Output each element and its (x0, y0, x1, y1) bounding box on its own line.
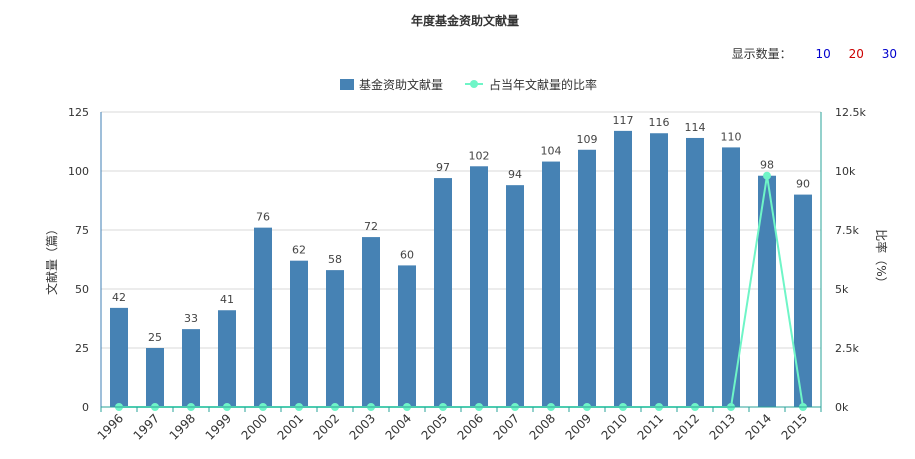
left-tick-label: 75 (75, 224, 89, 237)
x-tick-label: 2002 (311, 411, 342, 442)
axes (100, 112, 822, 412)
bar-value-label: 114 (685, 121, 706, 134)
bar[interactable] (614, 130, 632, 407)
bar-value-label: 117 (613, 114, 634, 127)
grid-lines (101, 111, 821, 349)
left-axis-title: 文献量（篇） (44, 223, 59, 295)
bar[interactable] (506, 185, 524, 407)
ratio-point[interactable] (763, 171, 771, 180)
bar[interactable] (218, 310, 236, 407)
bar[interactable] (542, 161, 560, 407)
bar[interactable] (362, 237, 380, 407)
bar[interactable] (290, 260, 308, 407)
x-tick-label: 2001 (275, 411, 306, 442)
bar-value-label: 42 (112, 291, 126, 304)
bar[interactable] (326, 270, 344, 407)
x-tick-label: 2011 (635, 411, 666, 442)
left-axis-tick-labels: 0 25 50 75 100 125 (68, 106, 89, 414)
x-tick-label: 2007 (491, 411, 522, 442)
bar[interactable] (182, 329, 200, 407)
bar-value-label: 25 (148, 331, 162, 344)
legend-line-marker (470, 80, 478, 88)
legend-bar-label[interactable]: 基金资助文献量 (359, 77, 443, 92)
x-tick-label: 2013 (707, 411, 738, 442)
bar-value-label: 98 (760, 159, 774, 172)
right-tick-label: 5k (835, 283, 849, 296)
bar-value-label: 41 (220, 293, 234, 306)
bar-value-label: 60 (400, 248, 414, 261)
bar[interactable] (470, 166, 488, 407)
bar-value-label: 110 (721, 130, 742, 143)
bar-value-label: 90 (796, 178, 810, 191)
bar-value-label: 116 (649, 116, 670, 129)
x-tick-label: 2010 (599, 411, 630, 442)
x-tick-label: 1996 (95, 411, 126, 442)
bar[interactable] (146, 348, 164, 407)
bar[interactable] (722, 147, 740, 407)
x-tick-label: 1997 (131, 411, 162, 442)
bar-value-label: 94 (508, 168, 522, 181)
x-tick-label: 2004 (383, 411, 414, 442)
x-tick-label: 2003 (347, 411, 378, 442)
bar-value-label: 72 (364, 220, 378, 233)
x-tick-label: 2009 (563, 411, 594, 442)
right-axis-tick-labels: 0k 2.5k 5k 7.5k 10k 12.5k (835, 106, 866, 414)
x-axis-tick-labels: 1996 1997 1998 1999 2000 2001 2002 2003 2004 2005… (95, 411, 810, 442)
x-tick-label: 1998 (167, 411, 198, 442)
x-tick-label: 2015 (779, 411, 810, 442)
bar-value-label: 102 (469, 149, 490, 162)
right-tick-label: 2.5k (835, 342, 859, 355)
right-tick-label: 0k (835, 401, 849, 414)
right-tick-label: 10k (835, 165, 856, 178)
x-tick-label: 2014 (743, 411, 774, 442)
x-tick-label: 1999 (203, 411, 234, 442)
bar-data-labels: 42 25 33 41 76 62 58 72 60 97 102 94 104 109 117 116 114… (112, 114, 810, 344)
bar-value-label: 109 (577, 133, 598, 146)
x-tick-label: 2005 (419, 411, 450, 442)
bar[interactable] (794, 194, 812, 407)
legend: 基金资助文献量 占当年文献量的比率 (340, 77, 597, 92)
display-count-20-option[interactable]: 20 (848, 47, 864, 61)
bar[interactable] (398, 265, 416, 407)
left-tick-label: 125 (68, 106, 89, 119)
bar[interactable] (254, 227, 272, 407)
left-tick-label: 25 (75, 342, 89, 355)
x-tick-label: 2008 (527, 411, 558, 442)
x-tick-label: 2000 (239, 411, 270, 442)
right-tick-label: 7.5k (835, 224, 859, 237)
display-count-30-option[interactable]: 30 (881, 47, 897, 61)
bar-value-label: 97 (436, 161, 450, 174)
bar-value-label: 58 (328, 253, 342, 266)
bar[interactable] (578, 149, 596, 407)
left-tick-label: 0 (82, 401, 89, 414)
bar-value-label: 104 (541, 145, 562, 158)
bar[interactable] (434, 178, 452, 407)
bar-series (110, 130, 812, 408)
bar-value-label: 76 (256, 211, 270, 224)
bar[interactable] (650, 133, 668, 408)
bar[interactable] (686, 137, 704, 407)
right-axis-title: 比率（%） (874, 229, 889, 288)
display-count-selector: 显示数量： 10 20 30 (732, 45, 897, 62)
left-tick-label: 50 (75, 283, 89, 296)
display-count-10-option[interactable]: 10 (815, 47, 831, 61)
x-tick-label: 2012 (671, 411, 702, 442)
display-count-label: 显示数量： (731, 47, 792, 61)
legend-line-label[interactable]: 占当年文献量的比率 (489, 77, 597, 92)
legend-bar-swatch[interactable] (340, 79, 354, 90)
bar-value-label: 62 (292, 244, 306, 257)
right-tick-label: 12.5k (835, 106, 866, 119)
chart-title: 年度基金资助文献量 (411, 13, 519, 28)
x-tick-label: 2006 (455, 411, 486, 442)
bar-value-label: 33 (184, 312, 198, 325)
bar[interactable] (758, 175, 776, 407)
left-tick-label: 100 (68, 165, 89, 178)
bar[interactable] (110, 307, 128, 407)
